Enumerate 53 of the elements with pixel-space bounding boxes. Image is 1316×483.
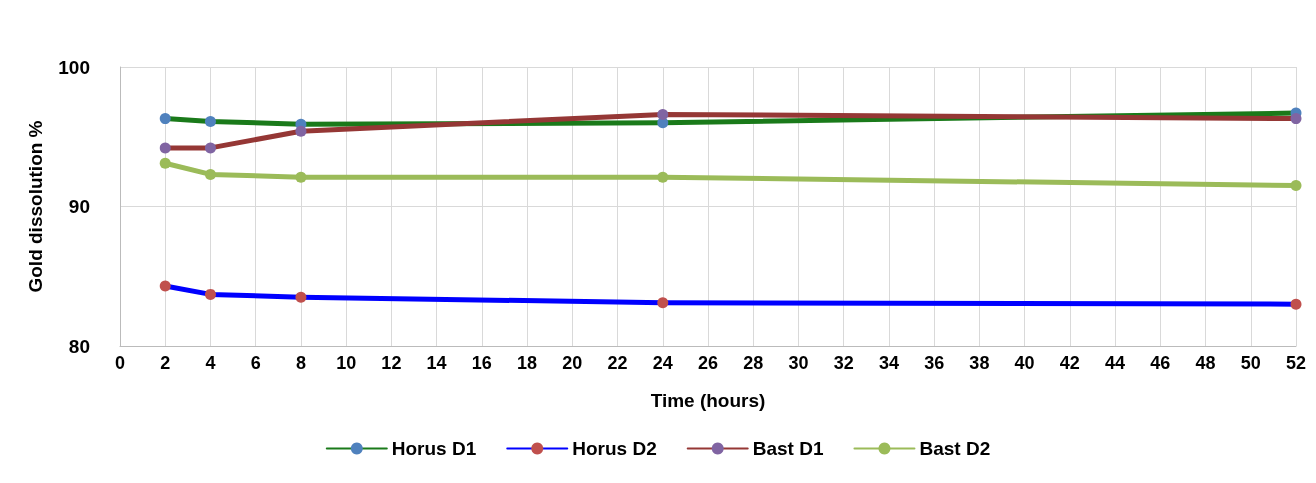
point xyxy=(159,142,171,154)
x-tick-label: 34 xyxy=(878,353,899,373)
x-axis-title: Time (hours) xyxy=(650,390,766,411)
legend-label: Bast D2 xyxy=(919,438,991,459)
x-tick-label: 22 xyxy=(607,353,628,373)
point xyxy=(295,291,307,303)
point xyxy=(1290,180,1302,192)
x-tick-label: 42 xyxy=(1059,353,1080,373)
x-tick-label: 18 xyxy=(517,353,538,373)
point xyxy=(1290,298,1302,310)
legend-label: Horus D2 xyxy=(572,438,657,459)
point xyxy=(295,125,307,137)
point xyxy=(159,280,171,292)
x-tick-label: 12 xyxy=(381,353,402,373)
x-tick-label: 32 xyxy=(833,353,854,373)
x-tick-label: 30 xyxy=(788,353,809,373)
point xyxy=(159,157,171,169)
point xyxy=(204,142,216,154)
x-tick-label: 28 xyxy=(743,353,764,373)
x-tick-label: 26 xyxy=(697,353,719,373)
point xyxy=(657,108,669,120)
x-tick-label: 36 xyxy=(924,353,945,373)
point xyxy=(657,171,669,183)
point xyxy=(204,115,216,127)
x-tick-label: 8 xyxy=(295,353,306,373)
y-axis-title: Gold dissolution % xyxy=(25,120,46,293)
x-tick-label: 24 xyxy=(652,353,673,373)
x-tick-label: 40 xyxy=(1014,353,1035,373)
x-tick-label: 38 xyxy=(969,353,990,373)
x-tick-label: 14 xyxy=(426,353,447,373)
x-tick-label: 50 xyxy=(1240,353,1261,373)
x-tick-label: 48 xyxy=(1195,353,1216,373)
legend-label: Horus D1 xyxy=(391,438,477,459)
point xyxy=(295,171,307,183)
point xyxy=(159,113,171,125)
x-tick-label: 44 xyxy=(1105,353,1126,373)
x-tick-label: 16 xyxy=(471,353,492,373)
x-tick-label: 2 xyxy=(160,353,171,373)
y-tick-label: 80 xyxy=(68,335,90,357)
x-tick-label: 4 xyxy=(205,353,216,373)
x-tick-label: 6 xyxy=(250,353,261,373)
x-tick-label: 52 xyxy=(1285,353,1307,373)
point xyxy=(204,288,216,300)
x-tick-label: 46 xyxy=(1150,353,1171,373)
legend-label: Bast D1 xyxy=(752,438,824,459)
y-tick-label: 90 xyxy=(68,196,90,217)
x-tick-label: 20 xyxy=(562,353,583,373)
x-tick-label: 0 xyxy=(114,353,126,373)
x-tick-label: 10 xyxy=(336,353,357,373)
point xyxy=(657,297,669,309)
point xyxy=(1290,113,1302,125)
point xyxy=(204,168,216,180)
y-tick-label: 100 xyxy=(58,56,90,78)
